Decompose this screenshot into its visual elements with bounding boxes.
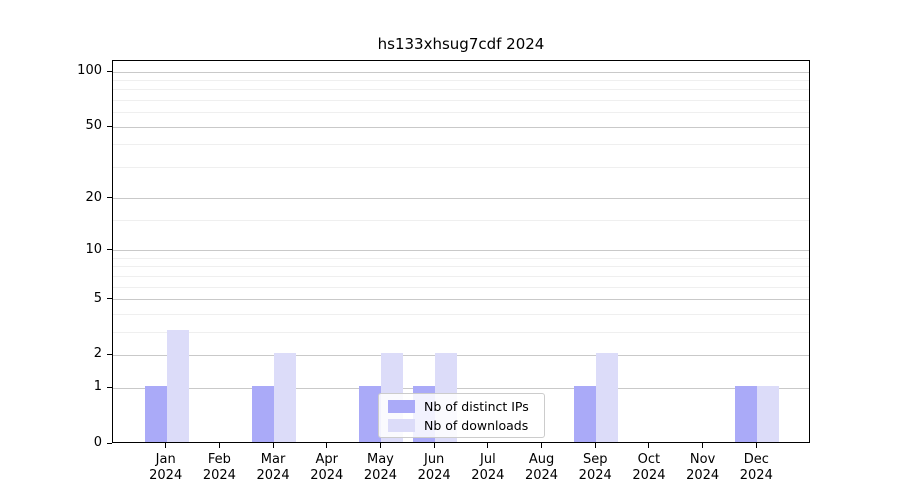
bar-nb-of-distinct-ips-jan: [144, 386, 167, 442]
x-tick-label-aug: Aug 2024: [524, 452, 559, 483]
x-tick-label-feb: Feb 2024: [202, 452, 236, 483]
legend-swatch-nb-of-distinct-ips: [388, 399, 415, 413]
gridline-major-1: [113, 387, 809, 389]
legend: Nb of distinct IPs Nb of downloads: [378, 393, 545, 438]
x-tick-label-jan: Jan 2024: [149, 452, 183, 483]
x-tick-label-dec: Dec 2024: [739, 452, 773, 483]
bar-nb-of-downloads-sep: [596, 353, 619, 442]
gridline-minor-8: [113, 266, 809, 268]
gridline-major-50: [113, 126, 809, 128]
bar-nb-of-downloads-dec: [757, 386, 780, 442]
y-tick-mark-2: [107, 353, 112, 355]
gridline-minor-60: [113, 112, 809, 114]
x-tick-mark-jul: [487, 443, 489, 448]
x-tick-label-sep: Sep 2024: [578, 452, 612, 483]
y-tick-label-1: 1: [93, 379, 102, 395]
gridline-minor-70: [113, 99, 809, 101]
x-tick-label-jul: Jul 2024: [471, 452, 505, 483]
y-tick-mark-100: [107, 70, 112, 72]
x-tick-mark-dec: [755, 443, 757, 448]
y-tick-mark-50: [107, 125, 112, 127]
chart-title: hs133xhsug7cdf 2024: [377, 35, 545, 53]
x-tick-label-nov: Nov 2024: [686, 452, 720, 483]
bar-nb-of-distinct-ips-sep: [574, 386, 597, 442]
gridline-minor-80: [113, 89, 809, 91]
x-tick-label-jun: Jun 2024: [417, 452, 451, 483]
plot-area: [112, 60, 810, 443]
y-tick-label-50: 50: [85, 118, 102, 134]
x-tick-label-may: May 2024: [363, 452, 397, 483]
gridline-minor-90: [113, 79, 809, 81]
x-tick-mark-may: [379, 443, 381, 448]
y-tick-label-10: 10: [85, 241, 102, 257]
x-tick-label-mar: Mar 2024: [256, 452, 290, 483]
x-tick-mark-apr: [326, 443, 328, 448]
x-tick-label-oct: Oct 2024: [632, 452, 666, 483]
x-tick-mark-jun: [433, 443, 435, 448]
x-tick-mark-feb: [218, 443, 220, 448]
gridline-major-20: [113, 198, 809, 200]
y-tick-label-20: 20: [85, 189, 102, 205]
bar-nb-of-downloads-mar: [274, 353, 297, 442]
y-tick-label-0: 0: [93, 435, 102, 450]
legend-row-nb-of-distinct-ips: Nb of distinct IPs: [388, 398, 535, 414]
gridline-minor-9: [113, 257, 809, 259]
gridline-minor-6: [113, 286, 809, 288]
gridline-minor-30: [113, 166, 809, 168]
x-tick-mark-oct: [648, 443, 650, 448]
legend-row-nb-of-downloads: Nb of downloads: [388, 417, 535, 433]
gridline-minor-4: [113, 313, 809, 315]
y-tick-label-2: 2: [93, 346, 102, 362]
x-tick-mark-nov: [702, 443, 704, 448]
y-tick-mark-1: [107, 386, 112, 388]
y-tick-mark-5: [107, 298, 112, 300]
x-tick-mark-aug: [541, 443, 543, 448]
x-tick-mark-sep: [594, 443, 596, 448]
bar-nb-of-distinct-ips-dec: [735, 386, 758, 442]
gridline-minor-40: [113, 144, 809, 146]
gridline-minor-15: [113, 220, 809, 222]
y-tick-label-5: 5: [93, 290, 102, 306]
legend-label-nb-of-distinct-ips: Nb of distinct IPs: [424, 398, 529, 414]
x-tick-mark-mar: [272, 443, 274, 448]
y-tick-mark-0: [107, 442, 112, 444]
bar-nb-of-downloads-jan: [166, 330, 189, 442]
gridline-major-10: [113, 250, 809, 252]
legend-swatch-nb-of-downloads: [388, 418, 415, 432]
x-tick-mark-jan: [165, 443, 167, 448]
gridline-minor-3: [113, 331, 809, 333]
gridline-major-2: [113, 354, 809, 356]
bar-nb-of-distinct-ips-mar: [252, 386, 275, 442]
y-tick-mark-20: [107, 197, 112, 199]
bar-nb-of-distinct-ips-may: [359, 386, 382, 442]
y-tick-label-100: 100: [77, 63, 102, 78]
y-tick-mark-10: [107, 249, 112, 251]
legend-label-nb-of-downloads: Nb of downloads: [424, 417, 529, 433]
gridline-minor-7: [113, 275, 809, 277]
x-tick-label-apr: Apr 2024: [310, 452, 344, 483]
gridline-major-5: [113, 299, 809, 301]
gridline-major-100: [113, 71, 809, 73]
